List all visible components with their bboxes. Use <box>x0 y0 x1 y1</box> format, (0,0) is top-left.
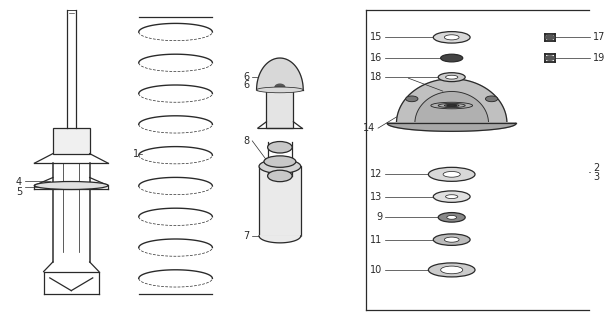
Text: 7: 7 <box>243 231 249 242</box>
Ellipse shape <box>446 105 456 106</box>
Ellipse shape <box>264 156 296 167</box>
Polygon shape <box>256 58 303 90</box>
Ellipse shape <box>434 32 470 43</box>
Ellipse shape <box>259 159 301 173</box>
Polygon shape <box>397 79 507 123</box>
Polygon shape <box>387 123 516 131</box>
Ellipse shape <box>434 191 470 202</box>
Ellipse shape <box>546 56 554 60</box>
Text: 6: 6 <box>243 72 249 82</box>
Ellipse shape <box>34 181 108 189</box>
Bar <box>266 90 293 128</box>
Bar <box>259 166 301 236</box>
Ellipse shape <box>256 87 303 93</box>
Ellipse shape <box>443 172 460 177</box>
Text: 8: 8 <box>243 136 249 146</box>
Text: 11: 11 <box>370 235 383 245</box>
Ellipse shape <box>429 167 475 181</box>
Text: 18: 18 <box>370 72 383 82</box>
Ellipse shape <box>445 75 458 79</box>
Polygon shape <box>415 92 488 123</box>
Text: 17: 17 <box>593 32 605 42</box>
Ellipse shape <box>429 263 475 277</box>
Ellipse shape <box>268 170 292 182</box>
Ellipse shape <box>406 96 418 102</box>
Ellipse shape <box>275 84 285 91</box>
Text: 6: 6 <box>243 80 249 90</box>
Text: 2: 2 <box>593 163 599 173</box>
Ellipse shape <box>438 73 465 82</box>
Ellipse shape <box>438 212 465 222</box>
Ellipse shape <box>434 234 470 245</box>
Text: 19: 19 <box>593 53 605 63</box>
Text: 14: 14 <box>363 123 375 133</box>
Ellipse shape <box>446 215 456 219</box>
Text: 5: 5 <box>16 187 22 197</box>
Text: 12: 12 <box>370 169 383 179</box>
Polygon shape <box>259 236 301 243</box>
Text: 3: 3 <box>593 172 599 181</box>
Text: 13: 13 <box>370 192 383 202</box>
Text: 9: 9 <box>376 212 383 222</box>
Ellipse shape <box>441 266 462 274</box>
Text: 16: 16 <box>370 53 383 63</box>
Ellipse shape <box>546 35 554 40</box>
Ellipse shape <box>445 195 458 198</box>
Text: 10: 10 <box>370 265 383 275</box>
Text: 15: 15 <box>370 32 383 42</box>
Ellipse shape <box>268 141 292 153</box>
Text: 4: 4 <box>16 177 22 187</box>
Ellipse shape <box>444 237 459 242</box>
Ellipse shape <box>444 35 459 40</box>
Ellipse shape <box>441 54 462 62</box>
Text: 1: 1 <box>133 148 139 159</box>
Bar <box>53 128 90 154</box>
Ellipse shape <box>485 96 498 102</box>
